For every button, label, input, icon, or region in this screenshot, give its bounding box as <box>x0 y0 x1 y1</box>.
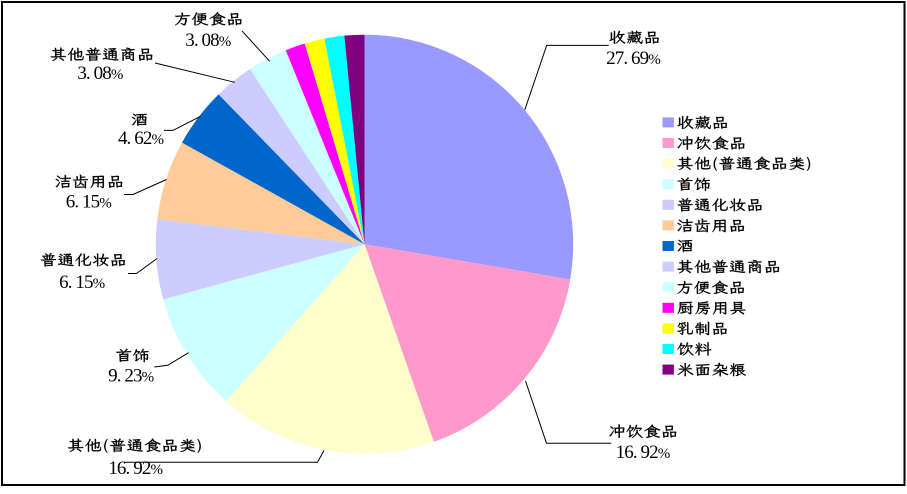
svg-text:3. 08%: 3. 08% <box>77 63 123 84</box>
svg-text:6. 15%: 6. 15% <box>59 272 105 293</box>
svg-text:6. 15%: 6. 15% <box>66 191 112 212</box>
svg-text:27. 69%: 27. 69% <box>606 48 660 69</box>
svg-text:4. 62%: 4. 62% <box>118 128 164 149</box>
svg-text:9. 23%: 9. 23% <box>108 365 154 386</box>
svg-text:16. 92%: 16. 92% <box>616 442 670 463</box>
svg-text:3. 08%: 3. 08% <box>185 30 231 51</box>
svg-text:16. 92%: 16. 92% <box>108 458 162 479</box>
